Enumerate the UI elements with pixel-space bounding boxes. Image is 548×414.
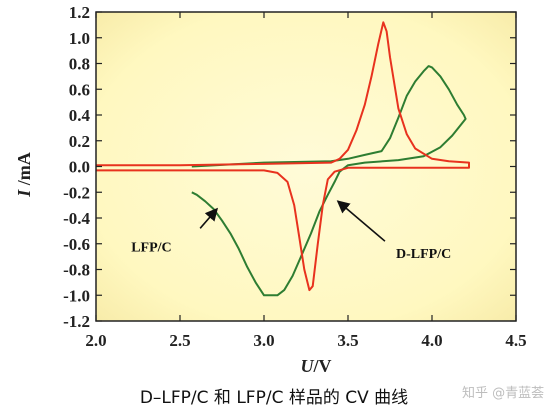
x-tick-label: 4.5 bbox=[505, 331, 526, 350]
annotation-label-d-lfp-c: D-LFP/C bbox=[396, 247, 451, 262]
y-tick-label: -0.6 bbox=[63, 235, 90, 254]
annotation-arrow bbox=[336, 200, 386, 242]
annotation-label-lfp-c: LFP/C bbox=[131, 240, 171, 255]
y-tick-label: 0.4 bbox=[69, 106, 91, 125]
y-tick-label: -0.2 bbox=[63, 183, 90, 202]
x-tick-label: 3.0 bbox=[253, 331, 274, 350]
plot-background bbox=[96, 12, 516, 321]
x-tick-label: 2.0 bbox=[85, 331, 106, 350]
y-tick-label: 0.0 bbox=[69, 158, 90, 177]
x-tick-label: 4.0 bbox=[421, 331, 442, 350]
figure-caption: D–LFP/C 和 LFP/C 样品的 CV 曲线 bbox=[139, 388, 409, 408]
y-tick-label: -1.2 bbox=[63, 312, 90, 331]
y-tick-label: 1.0 bbox=[69, 29, 90, 48]
y-tick-label: 0.8 bbox=[69, 55, 90, 74]
y-tick-label: 0.6 bbox=[69, 80, 90, 99]
y-tick-label: -0.8 bbox=[63, 261, 90, 280]
y-tick-label: -0.4 bbox=[63, 209, 90, 228]
series-line-d-lfp-c bbox=[96, 21, 470, 292]
y-axis-title: I /mA bbox=[14, 152, 34, 198]
x-axis-title: U/V bbox=[301, 356, 332, 376]
series-line-lfp-c bbox=[191, 65, 467, 297]
watermark: 知乎 @青蓝荟 bbox=[462, 386, 545, 401]
y-tick-label: 0.2 bbox=[69, 132, 90, 151]
x-tick-label: 2.5 bbox=[169, 331, 190, 350]
x-tick-label: 3.5 bbox=[337, 331, 358, 350]
y-tick-label: 1.2 bbox=[69, 3, 90, 22]
y-tick-label: -1.0 bbox=[63, 286, 90, 305]
annotation-arrow bbox=[199, 207, 219, 229]
